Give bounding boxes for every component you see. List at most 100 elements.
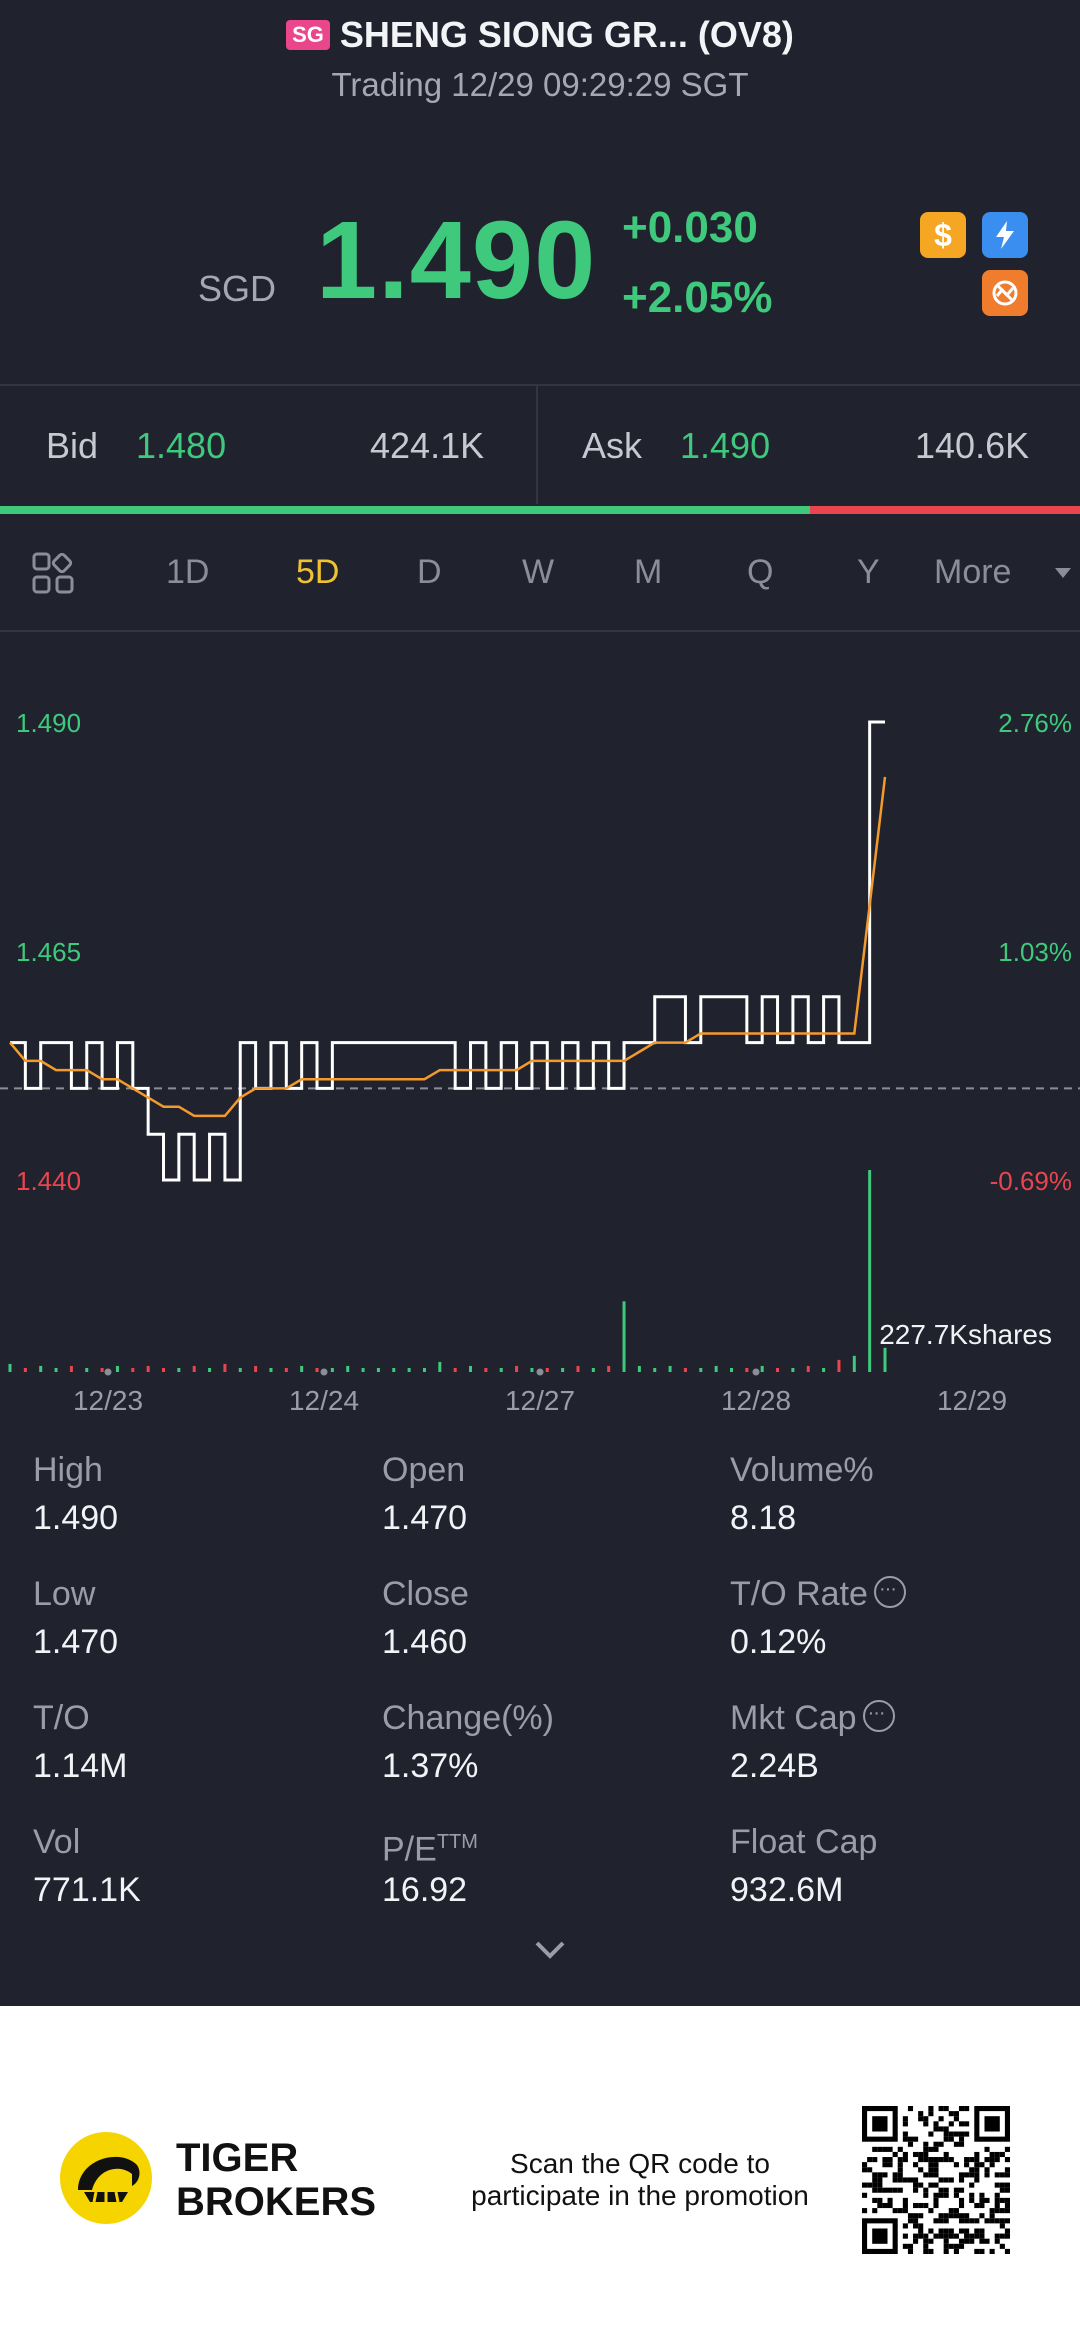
qr-module [943, 2106, 949, 2112]
day-separator-dot [104, 1368, 112, 1376]
info-icon[interactable] [862, 1693, 895, 1733]
dollar-icon[interactable]: $ [920, 212, 966, 258]
qr-module [1004, 2208, 1010, 2214]
brand-line-1: TIGER [176, 2136, 299, 2180]
volume-bar [131, 1367, 135, 1372]
promo-line-2: participate in the promotion [471, 2180, 809, 2211]
qr-module [1004, 2248, 1010, 2254]
info-icon[interactable] [873, 1569, 906, 1609]
qr-module [1004, 2197, 1010, 2203]
chart-svg[interactable]: 1.490 1.465 1.440 2.76% 1.03% -0.69% 227.7Ksha… [0, 630, 1080, 1416]
expand-chevron-icon[interactable] [534, 1940, 566, 1965]
stat-label-mkt-cap-wrap: Mkt Cap [730, 1693, 895, 1738]
qr-finder [872, 2228, 888, 2244]
tab-w[interactable]: W [522, 553, 555, 591]
tab-d[interactable]: D [417, 553, 442, 591]
qr-module [862, 2192, 868, 2198]
stock-title[interactable]: SHENG SIONG GR... (OV8) [339, 14, 794, 55]
stat-value-to-rate: 0.12% [730, 1623, 827, 1661]
qr-module [887, 2157, 893, 2163]
qr-module [938, 2141, 944, 2147]
qr-module [953, 2131, 959, 2137]
qr-module [913, 2187, 919, 2193]
ask-size: 140.6K [915, 425, 1030, 466]
qr-module [999, 2151, 1005, 2158]
qr-module [984, 2157, 990, 2163]
qr-module [923, 2151, 929, 2158]
qr-module [958, 2197, 965, 2203]
qr-module [1004, 2172, 1010, 2178]
qr-module [953, 2208, 959, 2214]
qr-module [974, 2167, 980, 2173]
qr-module [897, 2157, 903, 2163]
promo-text: Scan the QR code to participate in the p… [440, 2148, 840, 2212]
volume-bar [269, 1367, 273, 1372]
qr-module [928, 2131, 934, 2137]
volume-bar [806, 1365, 810, 1372]
currency-label: SGD [198, 268, 277, 309]
qr-module [923, 2248, 929, 2254]
volume-bar [422, 1367, 426, 1372]
tab-y[interactable]: Y [857, 553, 880, 591]
volume-bar [883, 1347, 887, 1372]
qr-module [907, 2248, 914, 2254]
stat-label-vol: Vol [33, 1823, 81, 1861]
qr-module [999, 2208, 1005, 2214]
qr-module [897, 2172, 903, 2178]
promo-footer: TIGER BROKERS Scan the QR code to partic… [0, 2006, 1080, 2351]
qr-code-icon[interactable] [862, 2106, 1010, 2259]
qr-module [923, 2146, 929, 2152]
stat-value-change-pct: 1.37% [382, 1747, 479, 1785]
qr-module [872, 2177, 878, 2183]
qr-module [958, 2131, 965, 2137]
tab-m[interactable]: M [634, 553, 663, 591]
qr-module [999, 2233, 1005, 2239]
qr-module [918, 2157, 924, 2163]
qr-module [897, 2162, 903, 2168]
no-short-icon[interactable] [982, 270, 1028, 316]
qr-module [953, 2116, 959, 2122]
qr-module [928, 2106, 934, 2112]
qr-module [948, 2243, 954, 2249]
qr-module [974, 2233, 980, 2239]
qr-module [913, 2233, 919, 2239]
stat-value-low: 1.470 [33, 1623, 119, 1661]
qr-module [872, 2208, 878, 2214]
caret-down-icon[interactable] [1054, 566, 1072, 584]
volume-bar [668, 1365, 672, 1372]
tab-more[interactable]: More [934, 553, 1012, 591]
lightning-icon[interactable] [982, 212, 1028, 258]
qr-module [948, 2121, 954, 2127]
qr-module [907, 2106, 914, 2112]
qr-module [907, 2177, 914, 2183]
qr-module [928, 2172, 934, 2178]
stock-detail-screen: SG SHENG SIONG GR... (OV8) Trading 12/29… [0, 0, 1080, 2006]
volume-bar [177, 1367, 181, 1372]
qr-module [892, 2208, 898, 2214]
qr-module [943, 2233, 949, 2239]
tab-1d[interactable]: 1D [166, 553, 210, 591]
qr-module [979, 2202, 985, 2209]
ask-ratio-fill [810, 506, 1080, 514]
bid-size: 424.1K [370, 425, 485, 466]
qr-module [928, 2182, 934, 2188]
qr-module [953, 2213, 959, 2219]
qr-module [989, 2162, 995, 2168]
tab-5d[interactable]: 5D [296, 553, 340, 591]
volume-bar [208, 1367, 212, 1372]
layout-grid-icon[interactable] [30, 550, 76, 601]
stat-value-float-cap: 932.6M [730, 1871, 844, 1909]
qr-module [943, 2131, 949, 2137]
qr-module [989, 2213, 995, 2219]
qr-module [887, 2197, 893, 2203]
qr-module [923, 2187, 929, 2193]
intraday-chart[interactable]: 1.490 1.465 1.440 2.76% 1.03% -0.69% 227.7Ksha… [0, 630, 1080, 1416]
qr-module [999, 2243, 1005, 2249]
qr-module [948, 2131, 954, 2137]
qr-module [958, 2213, 965, 2219]
volume-bar [653, 1367, 657, 1372]
qr-module [989, 2208, 995, 2214]
tab-q[interactable]: Q [747, 553, 774, 591]
qr-module [969, 2218, 975, 2224]
volume-bar [100, 1367, 104, 1372]
